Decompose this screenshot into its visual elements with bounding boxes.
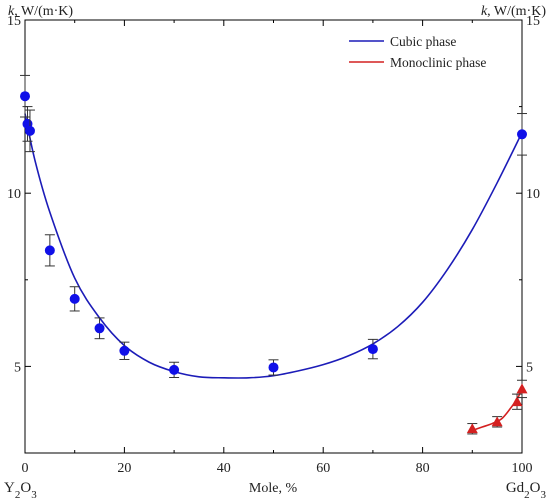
data-point-cubic — [94, 317, 105, 340]
data-point-cubic — [69, 286, 80, 312]
y-axis-label-left: k, W/(m·K) — [8, 4, 73, 19]
y-tick-label-right: 15 — [526, 14, 540, 29]
data-point-cubic — [44, 234, 55, 267]
marker-circle — [44, 245, 55, 256]
fit-curves — [24, 113, 523, 432]
marker-circle — [119, 345, 130, 356]
data-point-monoclinic — [491, 416, 503, 428]
data-point-cubic — [367, 338, 378, 360]
data-point-cubic — [268, 359, 279, 376]
marker-triangle — [516, 383, 528, 394]
y-tick-label-right: 5 — [526, 360, 533, 375]
marker-circle — [169, 364, 180, 375]
marker-circle — [69, 293, 80, 304]
y-tick-label-left: 10 — [7, 187, 21, 202]
x-tick-label: 100 — [512, 461, 533, 476]
marker-circle — [367, 344, 378, 355]
data-point-cubic — [20, 74, 30, 118]
legend-label-monoclinic: Monoclinic phase — [390, 55, 486, 70]
x-end-label-left: Y2O3 — [4, 480, 37, 500]
x-end-label-right: Gd2O3 — [506, 480, 547, 500]
y-tick-label-left: 15 — [7, 14, 21, 29]
x-tick-label: 20 — [117, 461, 131, 476]
legend-label-cubic: Cubic phase — [390, 34, 456, 49]
data-point-monoclinic — [466, 423, 478, 435]
marker-circle — [517, 129, 527, 140]
axis-ticks: 0 20 40 60 80 100 5 10 15 5 10 15 — [7, 14, 540, 476]
data-point-cubic — [22, 106, 33, 142]
y-tick-label-left: 5 — [14, 360, 21, 375]
marker-triangle — [491, 416, 503, 427]
y-axis-label-right: k, W/(m·K) — [481, 4, 546, 19]
data-point-cubic — [517, 113, 527, 156]
data-point-cubic — [169, 361, 180, 378]
x-tick-label: 0 — [22, 461, 29, 476]
data-point-cubic — [119, 341, 130, 360]
data-point-cubic — [24, 109, 35, 153]
marker-circle — [20, 91, 30, 102]
legend: Cubic phase Monoclinic phase — [349, 34, 486, 70]
y-tick-label-right: 10 — [526, 187, 540, 202]
marker-circle — [24, 125, 35, 136]
fit-curve-cubic — [24, 113, 523, 379]
data-point-monoclinic — [516, 379, 528, 399]
marker-circle — [268, 362, 279, 373]
marker-triangle — [466, 423, 478, 434]
marker-triangle — [511, 396, 523, 407]
marker-circle — [94, 323, 105, 334]
plot-frame — [24, 19, 523, 454]
data-points — [20, 74, 528, 435]
x-tick-label: 80 — [416, 461, 430, 476]
x-tick-label: 40 — [217, 461, 231, 476]
x-axis-label: Mole, % — [249, 481, 298, 496]
data-point-monoclinic — [511, 393, 523, 410]
x-tick-label: 60 — [316, 461, 330, 476]
